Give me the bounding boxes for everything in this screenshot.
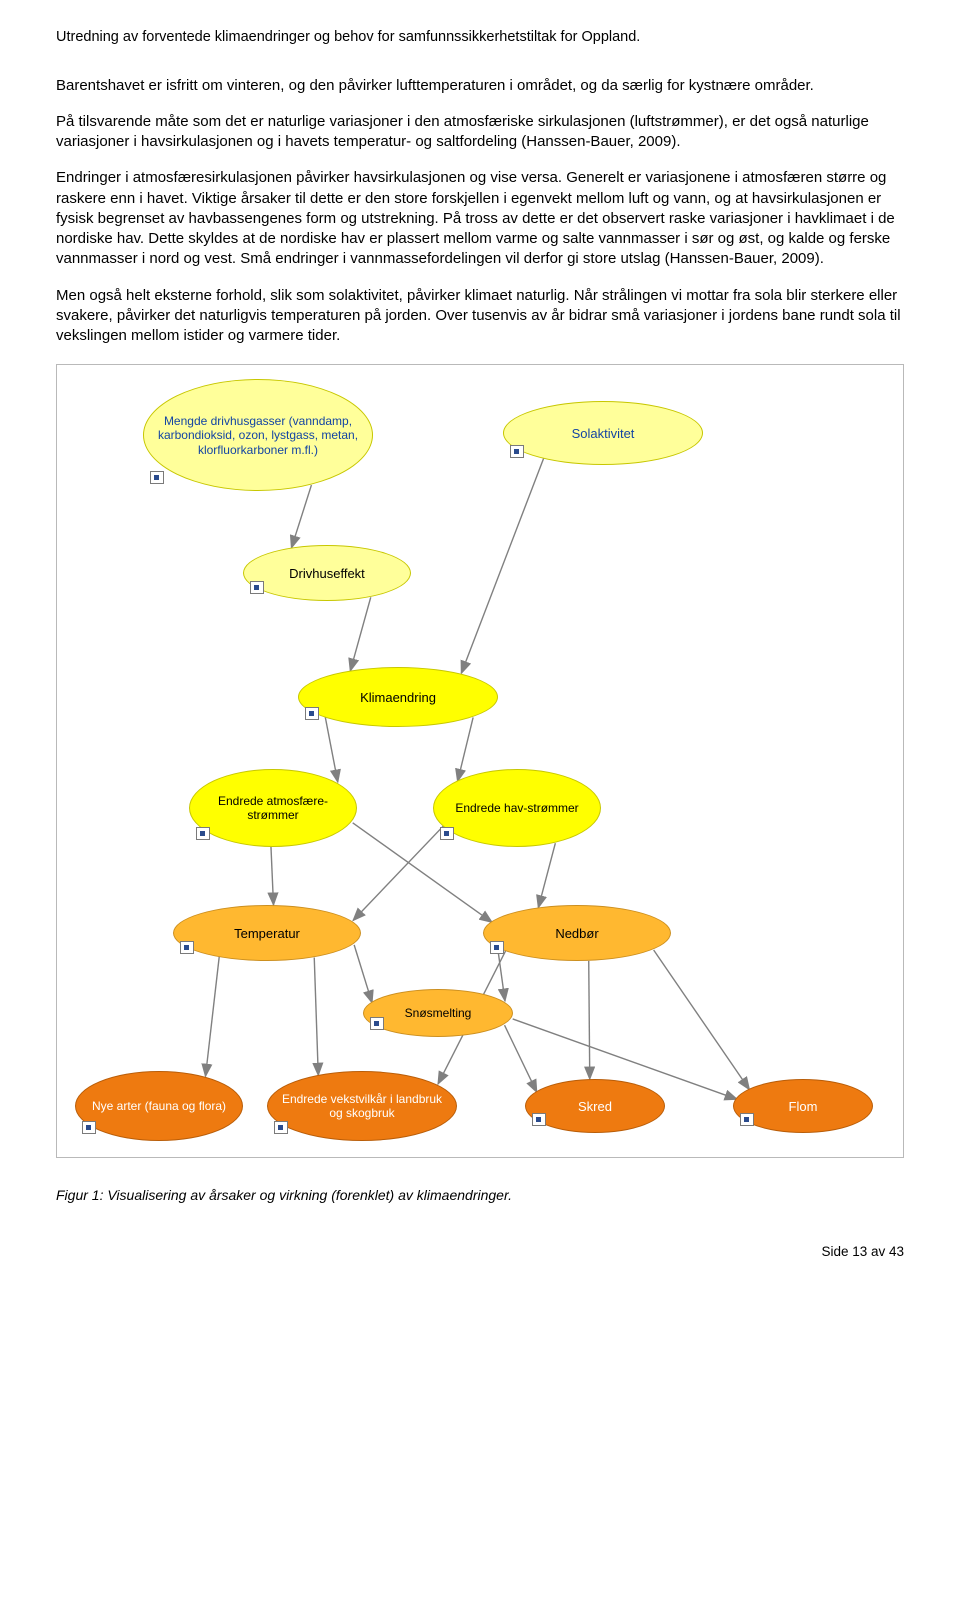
node-label: Drivhuseffekt bbox=[289, 566, 365, 582]
page-number: Side 13 av 43 bbox=[56, 1243, 904, 1261]
node-n11: Endrede vekstvilkår i landbruk og skogbr… bbox=[267, 1071, 457, 1141]
node-mini-icon bbox=[82, 1121, 96, 1134]
node-label: Klimaendring bbox=[360, 690, 436, 706]
node-mini-icon bbox=[150, 471, 164, 484]
edge-n5-n7 bbox=[271, 847, 274, 905]
node-label: Endrede atmosfære-strømmer bbox=[198, 794, 348, 823]
node-n9: Snøsmelting bbox=[363, 989, 513, 1037]
node-mini-icon bbox=[305, 707, 319, 720]
node-label: Mengde drivhusgasser (vanndamp, karbondi… bbox=[152, 414, 364, 457]
node-n4: Klimaendring bbox=[298, 667, 498, 727]
diagram-container: Mengde drivhusgasser (vanndamp, karbondi… bbox=[56, 364, 904, 1158]
node-n1: Mengde drivhusgasser (vanndamp, karbondi… bbox=[143, 379, 373, 491]
node-n12: Skred bbox=[525, 1079, 665, 1133]
node-label: Endrede hav-strømmer bbox=[455, 801, 578, 815]
paragraph-3: Endringer i atmosfæresirkulasjonen påvir… bbox=[56, 168, 904, 269]
node-mini-icon bbox=[274, 1121, 288, 1134]
paragraph-1: Barentshavet er isfritt om vinteren, og … bbox=[56, 76, 904, 96]
node-label: Solaktivitet bbox=[572, 426, 635, 442]
edge-n7-n9 bbox=[354, 945, 372, 1003]
edge-n6-n8 bbox=[538, 843, 555, 908]
edge-n7-n10 bbox=[205, 957, 219, 1077]
edge-n2-n4 bbox=[461, 459, 543, 674]
node-mini-icon bbox=[740, 1113, 754, 1126]
node-mini-icon bbox=[250, 581, 264, 594]
paragraph-4: Men også helt eksterne forhold, slik som… bbox=[56, 286, 904, 347]
paragraph-2: På tilsvarende måte som det er naturlige… bbox=[56, 112, 904, 153]
node-label: Nedbør bbox=[555, 926, 598, 942]
node-label: Temperatur bbox=[234, 926, 300, 942]
edge-n8-n9 bbox=[498, 947, 505, 1001]
edge-n6-n7 bbox=[353, 826, 444, 921]
node-label: Skred bbox=[578, 1099, 612, 1115]
node-n13: Flom bbox=[733, 1079, 873, 1133]
edge-n9-n12 bbox=[505, 1026, 537, 1093]
node-n7: Temperatur bbox=[173, 905, 361, 961]
page-header: Utredning av forventede klimaendringer o… bbox=[56, 28, 904, 48]
node-mini-icon bbox=[370, 1017, 384, 1030]
node-n3: Drivhuseffekt bbox=[243, 545, 411, 601]
figure-caption: Figur 1: Visualisering av årsaker og vir… bbox=[56, 1186, 904, 1205]
node-n8: Nedbør bbox=[483, 905, 671, 961]
node-mini-icon bbox=[532, 1113, 546, 1126]
node-mini-icon bbox=[510, 445, 524, 458]
node-n10: Nye arter (fauna og flora) bbox=[75, 1071, 243, 1141]
flowchart: Mengde drivhusgasser (vanndamp, karbondi… bbox=[63, 371, 897, 1151]
node-label: Snøsmelting bbox=[405, 1006, 472, 1020]
diagram-arrows bbox=[63, 371, 897, 1151]
node-mini-icon bbox=[440, 827, 454, 840]
node-mini-icon bbox=[180, 941, 194, 954]
edge-n8-n12 bbox=[589, 961, 590, 1079]
node-n2: Solaktivitet bbox=[503, 401, 703, 465]
edge-n8-n13 bbox=[654, 950, 750, 1090]
node-mini-icon bbox=[196, 827, 210, 840]
node-label: Endrede vekstvilkår i landbruk og skogbr… bbox=[276, 1092, 448, 1121]
node-label: Flom bbox=[789, 1099, 818, 1115]
node-mini-icon bbox=[490, 941, 504, 954]
edge-n3-n4 bbox=[350, 598, 370, 672]
edge-n4-n6 bbox=[458, 718, 474, 782]
node-n6: Endrede hav-strømmer bbox=[433, 769, 601, 847]
node-n5: Endrede atmosfære-strømmer bbox=[189, 769, 357, 847]
edge-n4-n5 bbox=[325, 717, 338, 782]
edge-n7-n11 bbox=[314, 958, 318, 1076]
edge-n1-n3 bbox=[291, 485, 311, 548]
node-label: Nye arter (fauna og flora) bbox=[92, 1099, 226, 1113]
